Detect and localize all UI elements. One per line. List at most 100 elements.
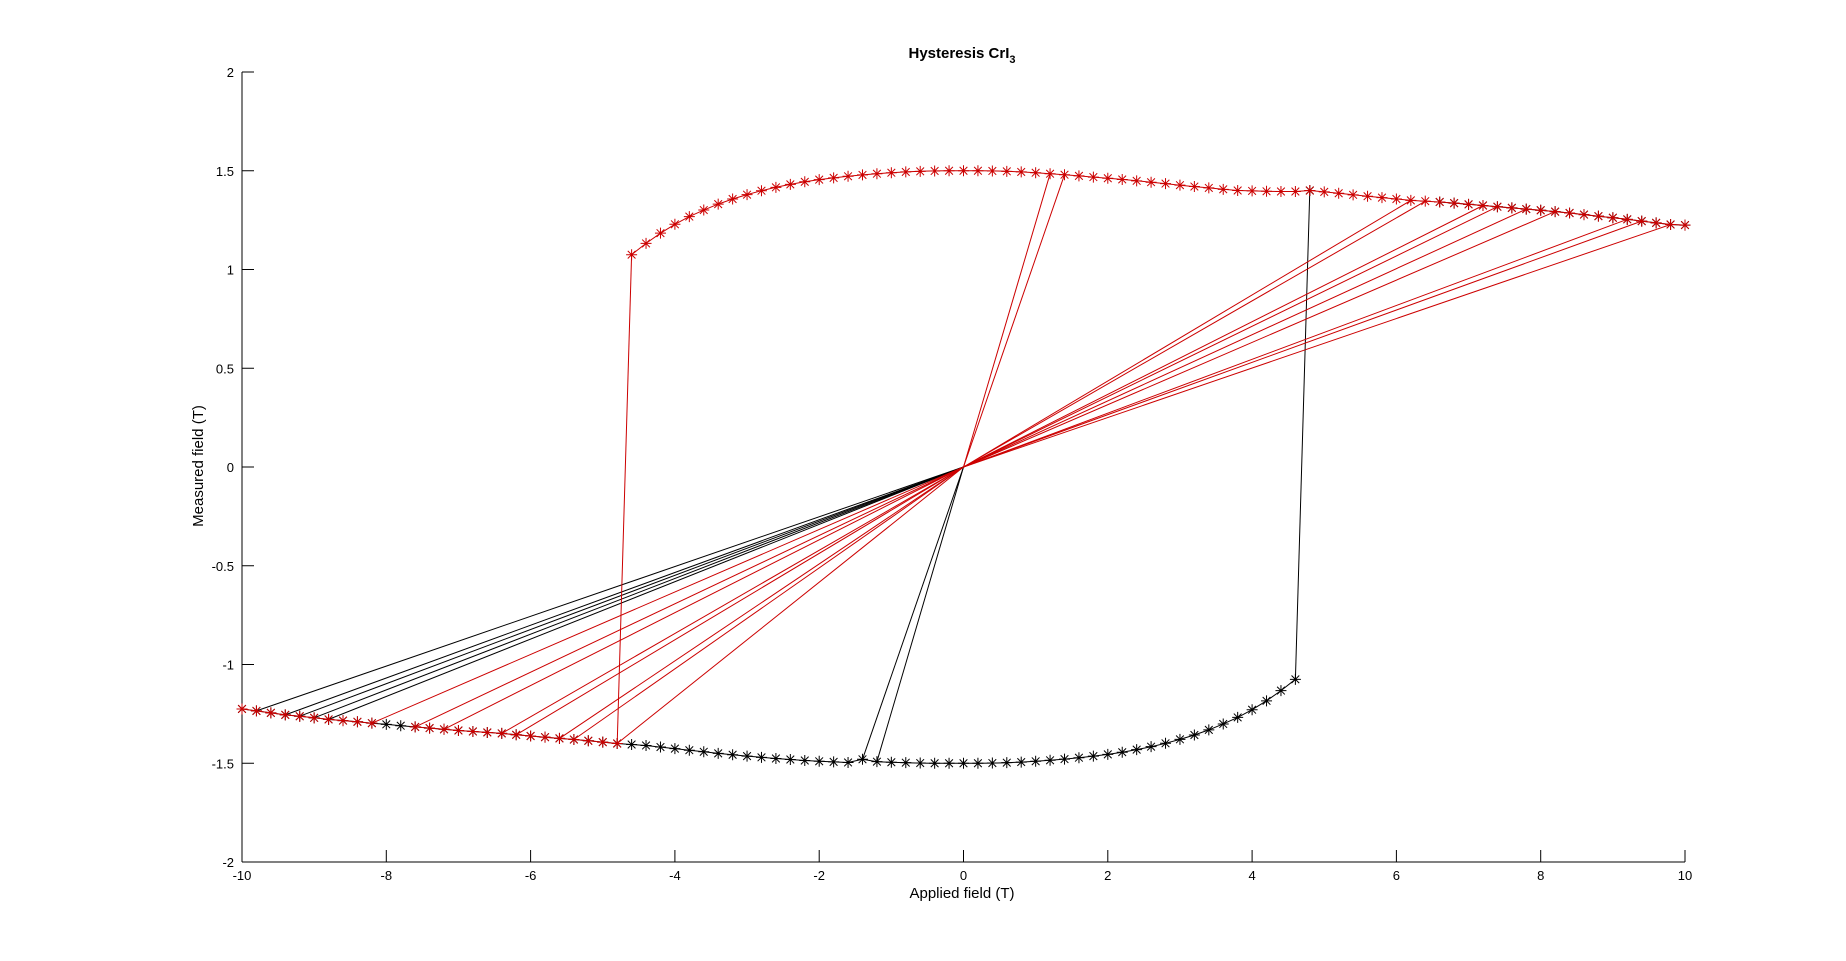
series-1-marker [323,713,335,725]
series-0-line-8 [299,466,964,717]
series-1-marker [1304,185,1316,196]
series-0-marker [943,757,955,769]
series-1-marker [279,709,291,721]
series-1-line-20 [559,466,964,739]
series-1-marker [1160,178,1172,190]
series-1-marker [1491,201,1503,213]
y-tick-label: -0.5 [212,559,234,574]
chart-title-subscript: 3 [1009,54,1015,66]
series-0-marker [712,747,724,759]
series-1-marker [1376,192,1388,204]
series-1-marker [1246,185,1258,197]
series-1-line-11 [963,220,1642,468]
series-0-marker [929,757,941,769]
series-1-marker [351,716,363,728]
series-1-line-17 [443,466,964,730]
series-0-line-7 [285,466,964,716]
series-layer [236,165,1691,769]
series-1-marker [1405,194,1417,206]
series-1-marker [366,717,378,729]
chart-title-main: Hysteresis CrI [908,45,1009,62]
series-1-line-5 [963,200,1426,468]
series-1-marker [582,735,594,747]
series-1-line-8 [963,208,1527,468]
series-1-marker [1390,193,1402,205]
series-0-marker [1289,673,1301,685]
series-0-marker [813,755,825,767]
series-1-marker [409,721,421,733]
series-1-marker [1463,198,1475,210]
series-1-marker [669,218,681,230]
series-1-marker [900,166,912,178]
series-0-marker [1145,741,1157,753]
x-tick-label: 2 [1104,868,1111,883]
series-1-marker [250,705,262,717]
series-1-marker [1116,173,1128,185]
series-1-marker [871,168,883,180]
series-0-marker [1030,755,1042,767]
series-1-line-18 [501,466,964,734]
series-0-marker [1246,704,1258,716]
series-1-line-7 [963,206,1498,468]
series-0-marker [741,750,753,762]
y-axis-label: Measured field (T) [190,405,207,527]
series-1-marker [1578,209,1590,221]
series-1-marker [1607,212,1619,224]
series-1-line-9 [963,211,1556,468]
series-1-marker [1592,210,1604,222]
series-0-marker [972,757,984,769]
series-1-line-12 [963,224,1671,468]
series-1-line-3 [963,174,1065,468]
series-0-line-4 [876,466,964,762]
series-1-marker [1289,185,1301,197]
series-1-marker [1333,187,1345,199]
series-1-marker [1434,196,1446,208]
series-0-marker [770,753,782,765]
series-1-marker [784,178,796,190]
series-1-line-21 [573,466,964,740]
y-tick-label: -1 [222,658,234,673]
series-0-marker [900,757,912,769]
series-1-marker [1001,165,1013,177]
x-tick-label: 4 [1248,868,1255,883]
series-0-marker [1015,756,1027,768]
series-1-marker [813,174,825,186]
series-0-line-6 [256,466,964,712]
series-1-marker [236,703,248,715]
series-0-marker [1001,757,1013,769]
series-1-marker [1679,219,1691,231]
y-tick-label: -1.5 [212,756,234,771]
series-1-marker [467,725,479,737]
series-1-marker [842,170,854,182]
series-0-marker [1203,724,1215,736]
series-1-marker [1131,175,1143,187]
series-0-line-10 [328,466,964,720]
series-0-marker [1261,695,1273,707]
series-0-line-1 [1294,190,1311,680]
series-1-marker [770,181,782,193]
series-1-marker [1275,185,1287,197]
series-1-marker [1506,202,1518,214]
series-1-marker [294,710,306,722]
series-1-marker [1347,189,1359,201]
series-1-marker [481,726,493,738]
series-0-marker [986,757,998,769]
series-1-marker [929,165,941,177]
series-1-marker [986,165,998,177]
series-1-marker [958,165,969,177]
series-1-line-15 [371,466,964,724]
axes: -10 -8 -6 -4 -2 0 2 4 6 8 10 -2 -1.5 -1 -0.5 0 0.5 1 1.5 2 [212,65,1693,883]
series-0-marker [727,749,739,761]
y-tick-label: 1.5 [216,164,234,179]
series-1-marker [1217,183,1229,195]
x-tick-label: -10 [233,868,252,883]
series-1-marker [525,730,537,742]
y-tick-label: 1 [227,263,234,278]
series-0-marker [1232,711,1244,723]
series-1-marker [972,165,984,177]
series-1-marker [943,165,955,177]
series-0-line-9 [313,466,964,719]
x-axis-label: Applied field (T) [909,885,1014,902]
x-tick-label: 0 [960,868,967,883]
series-1-line-10 [963,218,1628,468]
